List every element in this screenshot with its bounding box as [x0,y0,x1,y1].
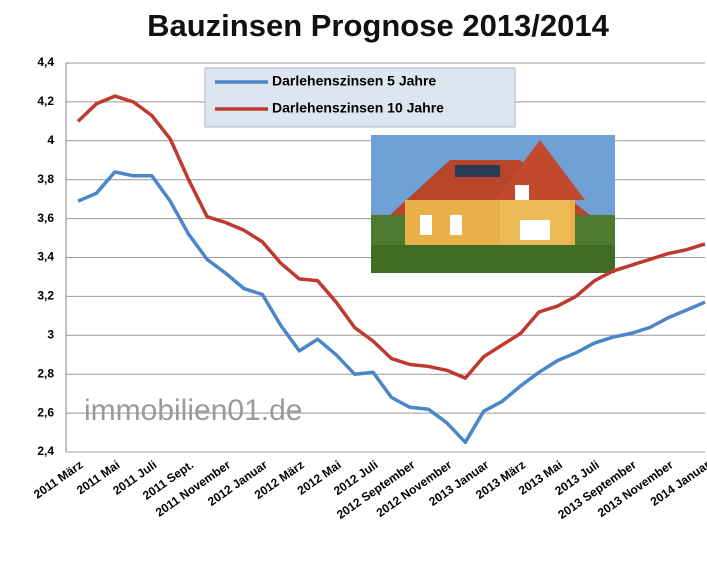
y-tick-label: 2,6 [37,405,54,419]
y-tick-label: 4 [47,133,54,147]
x-tick-label: 2011 März [31,458,85,502]
chart: Bauzinsen Prognose 2013/2014 immobilien0… [0,0,707,563]
y-tick-label: 4,4 [37,55,54,69]
y-tick-label: 3,4 [37,250,54,264]
chart-title: Bauzinsen Prognose 2013/2014 [147,8,610,43]
y-tick-label: 3,8 [37,172,54,186]
y-tick-label: 4,2 [37,94,54,108]
y-tick-label: 3,6 [37,211,54,225]
house-image [371,135,615,273]
y-tick-label: 2,4 [37,444,54,458]
watermark: immobilien01.de [84,394,302,427]
legend-label: Darlehenszinsen 10 Jahre [272,100,444,116]
y-tick-label: 3 [47,327,54,341]
y-tick-label: 3,2 [37,289,54,303]
legend-label: Darlehenszinsen 5 Jahre [272,73,436,89]
y-tick-label: 2,8 [37,366,54,380]
